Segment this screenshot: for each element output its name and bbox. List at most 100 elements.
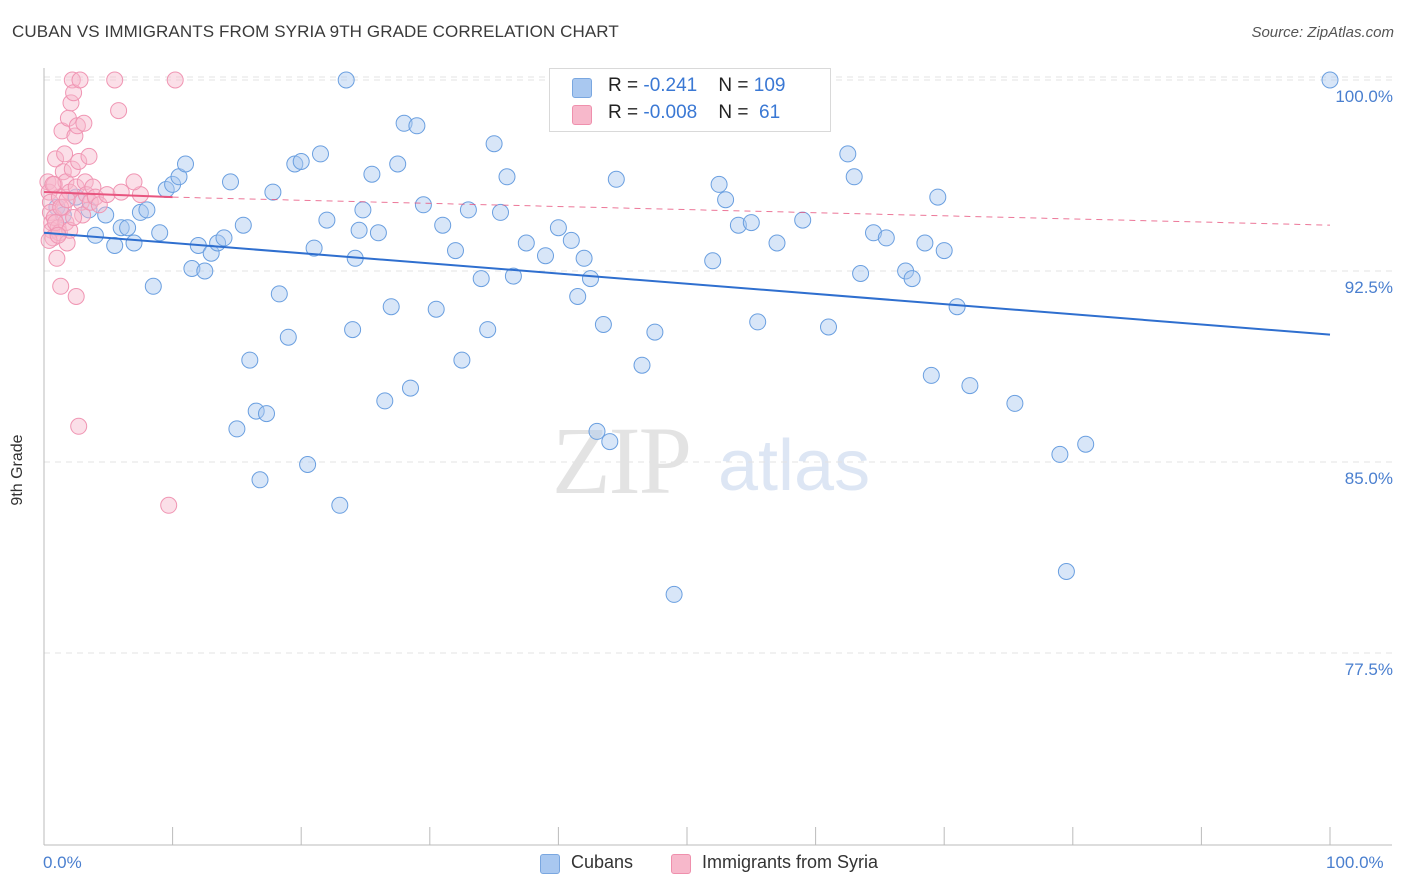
correlation-legend: R = -0.241 N = 109 R = -0.008 N = 61 [549,68,831,132]
syria-point [75,114,93,132]
x-tick-label: 0.0% [43,853,82,872]
syria-point [48,249,66,267]
cubans-point [337,71,355,89]
cubans-point [935,242,953,260]
cubans-point [234,216,252,234]
cubans-point [354,201,372,219]
x-tick-label: 100.0% [1326,853,1384,872]
y-tick-label: 92.5% [1344,278,1393,297]
series-points [39,71,184,514]
data-points [39,71,1339,603]
y-tick-label: 77.5% [1344,660,1393,679]
cubans-point [318,211,336,229]
cubans-point [241,351,259,369]
cubans-point [279,328,297,346]
n-label: N = [718,75,754,96]
cubans-point [395,114,413,132]
r-value: -0.241 [643,75,698,96]
cubans-point [144,277,162,295]
legend-swatch [572,78,592,98]
cubans-point [569,288,587,305]
cubans-point [537,247,554,265]
syria-point [110,102,128,120]
cubans-point [119,219,137,237]
watermark-atlas: atlas [718,426,871,506]
cubans-trend-line [43,231,1331,336]
cubans-point [517,234,535,252]
cubans-point [177,155,194,173]
n-value: 109 [753,75,786,96]
syria-point [44,175,62,193]
syria-point [47,214,65,232]
r-label: R = [608,102,644,123]
cubans-point [646,323,664,341]
cubans-point [633,356,651,374]
cubans-point [601,433,619,451]
cubans-point [768,234,786,252]
cubans-point [222,173,239,191]
cubans-point [749,313,767,331]
cubans-point [845,168,863,186]
cubans-point [408,117,426,135]
cubans-point [549,219,567,237]
cubans-point [948,298,966,316]
cubans-point [1006,394,1024,412]
cubans-point [504,267,522,285]
cubans-point [742,214,760,232]
cubans-point [852,265,870,282]
cubans-point [453,351,471,369]
syria-point [125,173,143,191]
cubans-point [794,211,812,229]
cubans-point [459,201,477,219]
cubans-point [382,298,400,316]
cubans-point [344,321,362,339]
cubans-point [472,270,490,288]
y-tick-label: 100.0% [1335,87,1393,106]
syria-trend-extension [172,196,1331,226]
legend-swatch [671,854,691,874]
cubans-point [922,366,940,384]
cubans-point [251,471,269,489]
syria-point [160,496,178,514]
watermark-zip: ZIP [552,407,692,514]
syria-point [70,417,88,435]
r-label: R = [608,75,644,96]
legend-label: Cubans [571,852,634,872]
cubans-point [138,201,156,219]
cubans-point [492,203,509,221]
cubans-point [215,229,233,247]
cubans-point [258,405,275,423]
syria-point [68,117,86,135]
cubans-point [305,239,323,257]
cubans-point [331,496,349,514]
cubans-point [363,165,381,183]
series-points [48,71,1339,603]
legend-swatch [572,105,592,125]
cubans-point [414,196,432,214]
cubans-point [594,316,612,333]
cubans-point [350,221,368,239]
cubans-point [1321,71,1339,89]
cubans-point [588,422,606,440]
syria-point [47,150,65,168]
syria-point [66,127,84,145]
cubans-point [479,321,497,339]
cubans-point [717,191,735,209]
cubans-point [125,234,143,252]
syria-point [67,288,85,305]
cubans-point [369,224,387,242]
cubans-point [376,392,394,410]
cubans-point [607,170,625,188]
source-label: Source: ZipAtlas.com [1251,24,1394,41]
cubans-point [1077,435,1095,453]
cubans-point [183,260,201,277]
legend-label: Immigrants from Syria [702,852,879,872]
cubans-point [903,270,921,288]
cubans-point [402,379,419,397]
cubans-point [575,249,593,267]
syria-point [80,147,98,165]
cubans-point [97,206,115,224]
syria-point [52,277,70,295]
cubans-point [485,135,503,153]
cubans-point [929,188,947,206]
